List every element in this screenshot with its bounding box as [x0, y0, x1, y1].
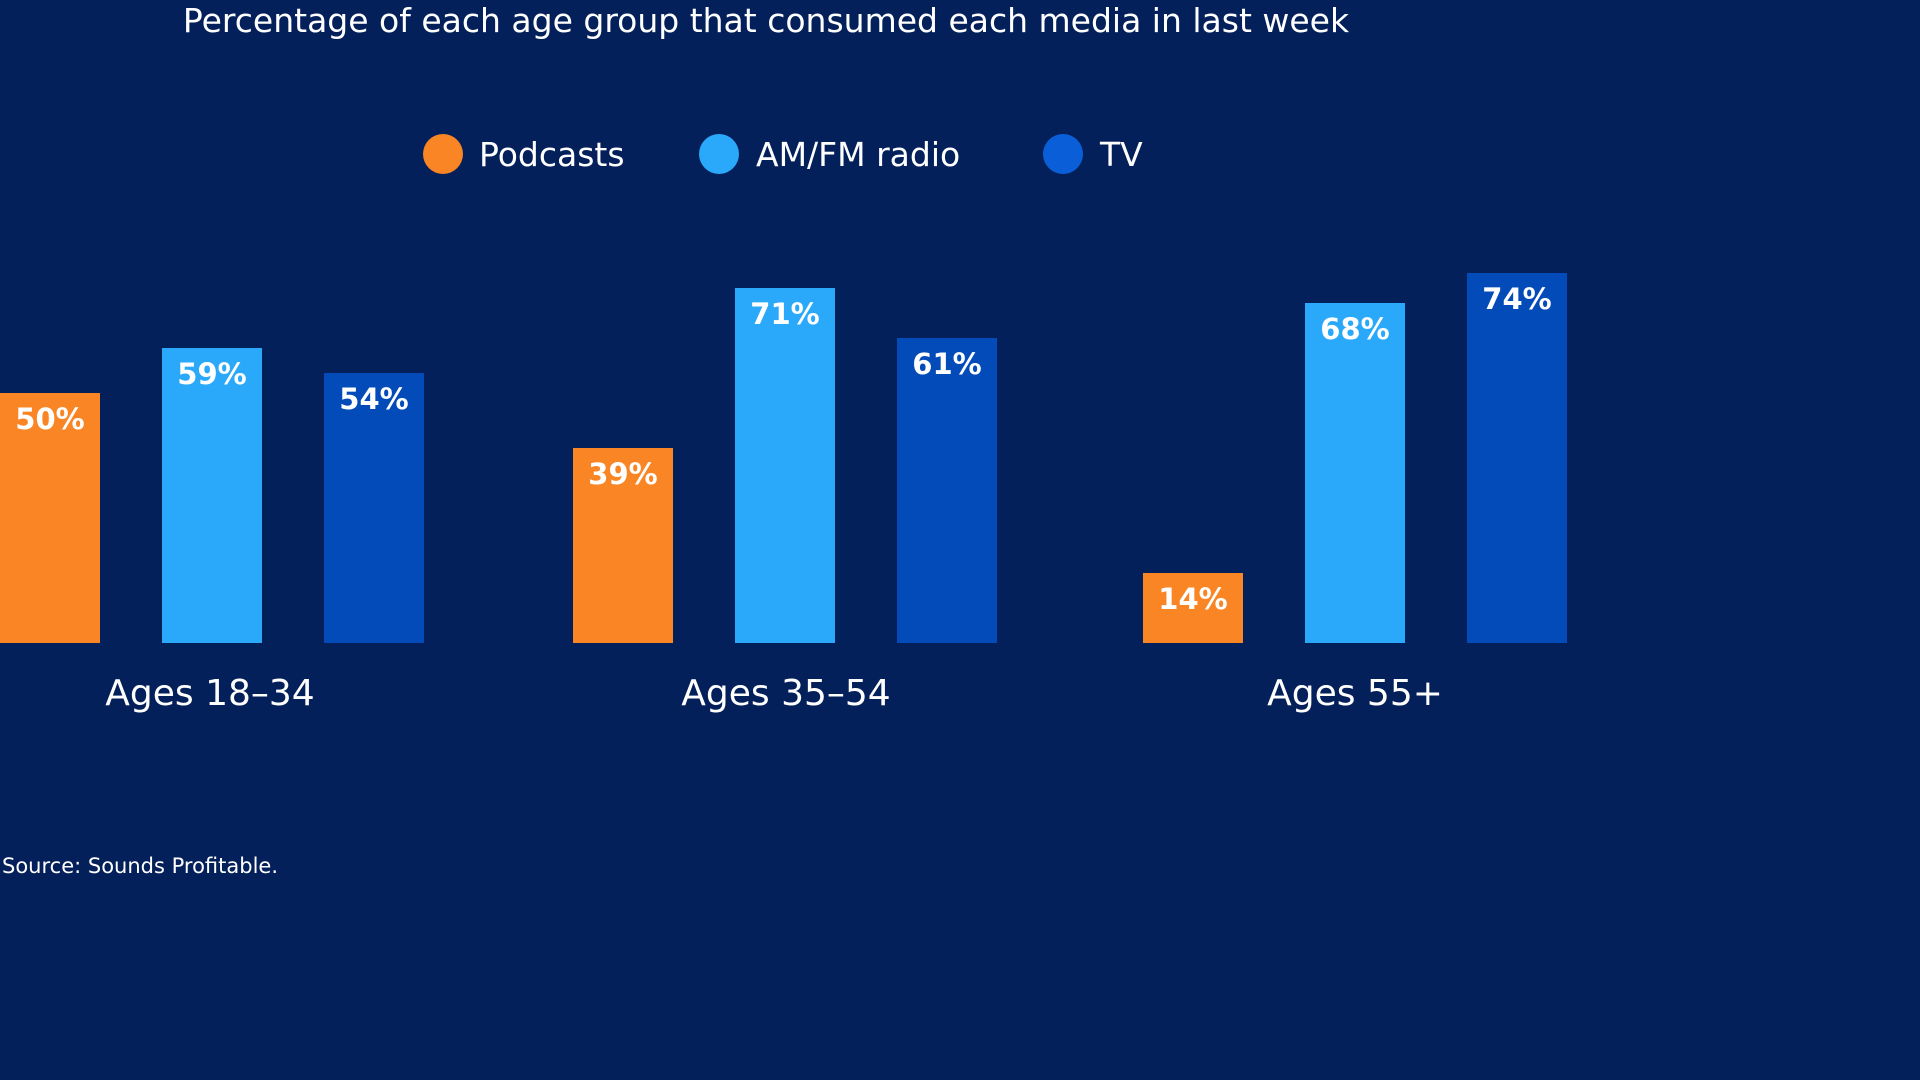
bar-podcasts-2 [573, 448, 673, 643]
bar-tv-3 [1467, 273, 1567, 643]
legend-label: Podcasts [479, 135, 625, 174]
value-labels-group: 50% 59% 54% 39% 71% 61% 14% 68% 74% [15, 282, 1551, 616]
value-label: 59% [177, 357, 246, 391]
value-label: 68% [1320, 312, 1389, 346]
value-label: 50% [15, 402, 84, 436]
chart-container: Percentage of each age group that consum… [0, 1, 1567, 878]
value-label: 74% [1482, 282, 1551, 316]
bar-am-fm-radio-2 [735, 288, 835, 643]
value-label: 14% [1158, 582, 1227, 616]
legend: Podcasts AM/FM radio TV [423, 134, 1143, 174]
legend-marker [1043, 134, 1083, 174]
bar-am-fm-radio-1 [162, 348, 262, 643]
category-label: Ages 18–34 [105, 673, 314, 714]
bar-tv-1 [324, 373, 424, 643]
category-label: Ages 35–54 [681, 673, 890, 714]
value-label: 39% [588, 457, 657, 491]
bar-podcasts-3 [1143, 573, 1243, 643]
bars-group [0, 273, 1567, 643]
value-label: 61% [912, 347, 981, 381]
bar-am-fm-radio-3 [1305, 303, 1405, 643]
source-note: Source: Sounds Profitable. [2, 854, 278, 878]
value-label: 54% [339, 382, 408, 416]
legend-label: TV [1099, 135, 1143, 174]
bar-tv-2 [897, 338, 997, 643]
category-labels-group: Ages 18–34 Ages 35–54 Ages 55+ [105, 673, 1443, 714]
legend-label: AM/FM radio [756, 135, 960, 174]
chart-title: Percentage of each age group that consum… [183, 1, 1350, 40]
legend-marker [699, 134, 739, 174]
chart-svg: Percentage of each age group that consum… [0, 1, 1567, 878]
bar-podcasts-1 [0, 393, 100, 643]
category-label: Ages 55+ [1267, 673, 1443, 714]
legend-marker [423, 134, 463, 174]
value-label: 71% [750, 297, 819, 331]
